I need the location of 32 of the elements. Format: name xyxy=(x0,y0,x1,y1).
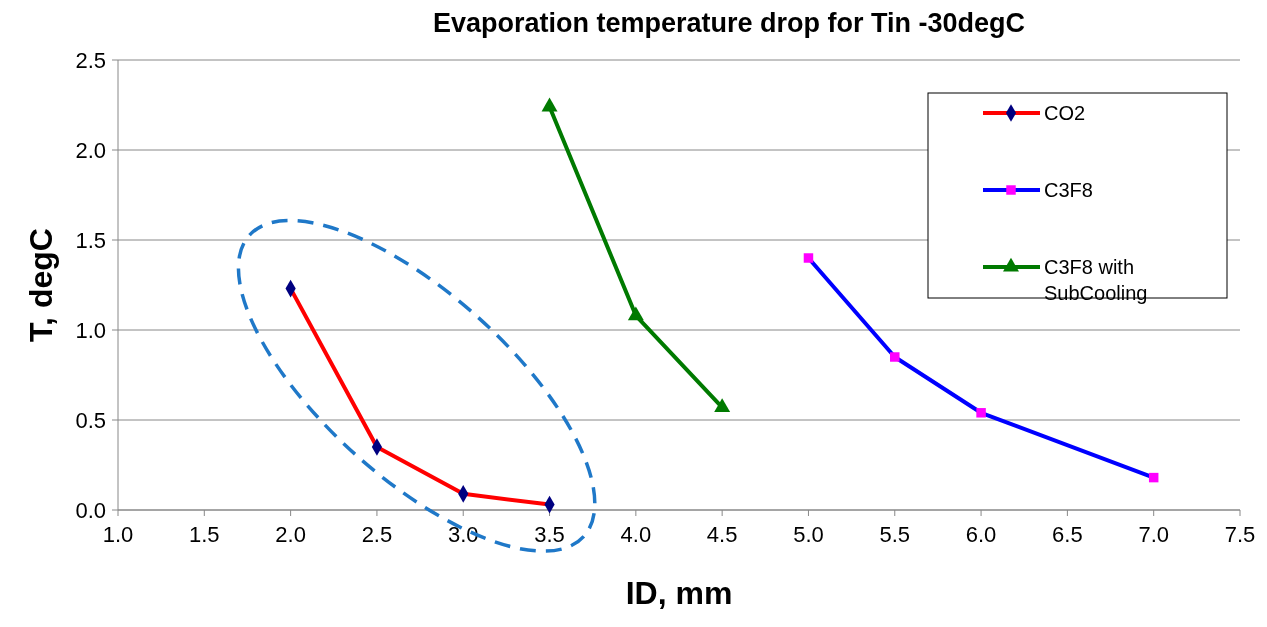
y-axis-title: T, degC xyxy=(23,228,59,342)
point xyxy=(627,306,644,321)
chart-title: Evaporation temperature drop for Tin -30degC xyxy=(432,8,1026,38)
x-tick-label: 2.5 xyxy=(361,522,393,547)
x-tick-label: 3.5 xyxy=(534,522,565,547)
point xyxy=(541,97,558,112)
x-tick-label: 7.0 xyxy=(1138,522,1169,547)
y-tick-label: 2.5 xyxy=(75,47,106,73)
y-tick-label: 1.0 xyxy=(75,317,106,343)
x-tick-label: 4.5 xyxy=(706,522,738,547)
x-tick-label: 5.0 xyxy=(793,522,824,547)
x-tick-label: 5.5 xyxy=(879,522,911,547)
x-tick-label: 6.0 xyxy=(965,522,997,547)
point xyxy=(803,253,814,263)
point xyxy=(1148,472,1159,483)
x-axis-title: ID, mm xyxy=(625,575,733,611)
x-tick-label: 1.5 xyxy=(189,522,220,547)
x-tick-label: 3.0 xyxy=(447,522,479,547)
y-tick-label: 2.0 xyxy=(75,137,106,163)
point xyxy=(976,408,986,418)
legend-label: CO2 xyxy=(1044,102,1086,124)
y-tick-label: 0.5 xyxy=(75,407,106,433)
x-tick-label: 4.0 xyxy=(620,522,652,547)
y-tick-label: 1.5 xyxy=(75,227,106,253)
legend-label: C3F8 with SubCooling xyxy=(1044,256,1148,304)
point xyxy=(890,352,900,362)
x-tick-label: 2.0 xyxy=(275,522,306,547)
x-tick-label: 7.5 xyxy=(1224,522,1256,547)
x-tick-label: 6.5 xyxy=(1052,522,1083,547)
legend-label: C3F8 xyxy=(1044,179,1093,201)
x-tick-label: 1.0 xyxy=(102,522,134,547)
y-tick-label: 0.0 xyxy=(75,497,106,523)
